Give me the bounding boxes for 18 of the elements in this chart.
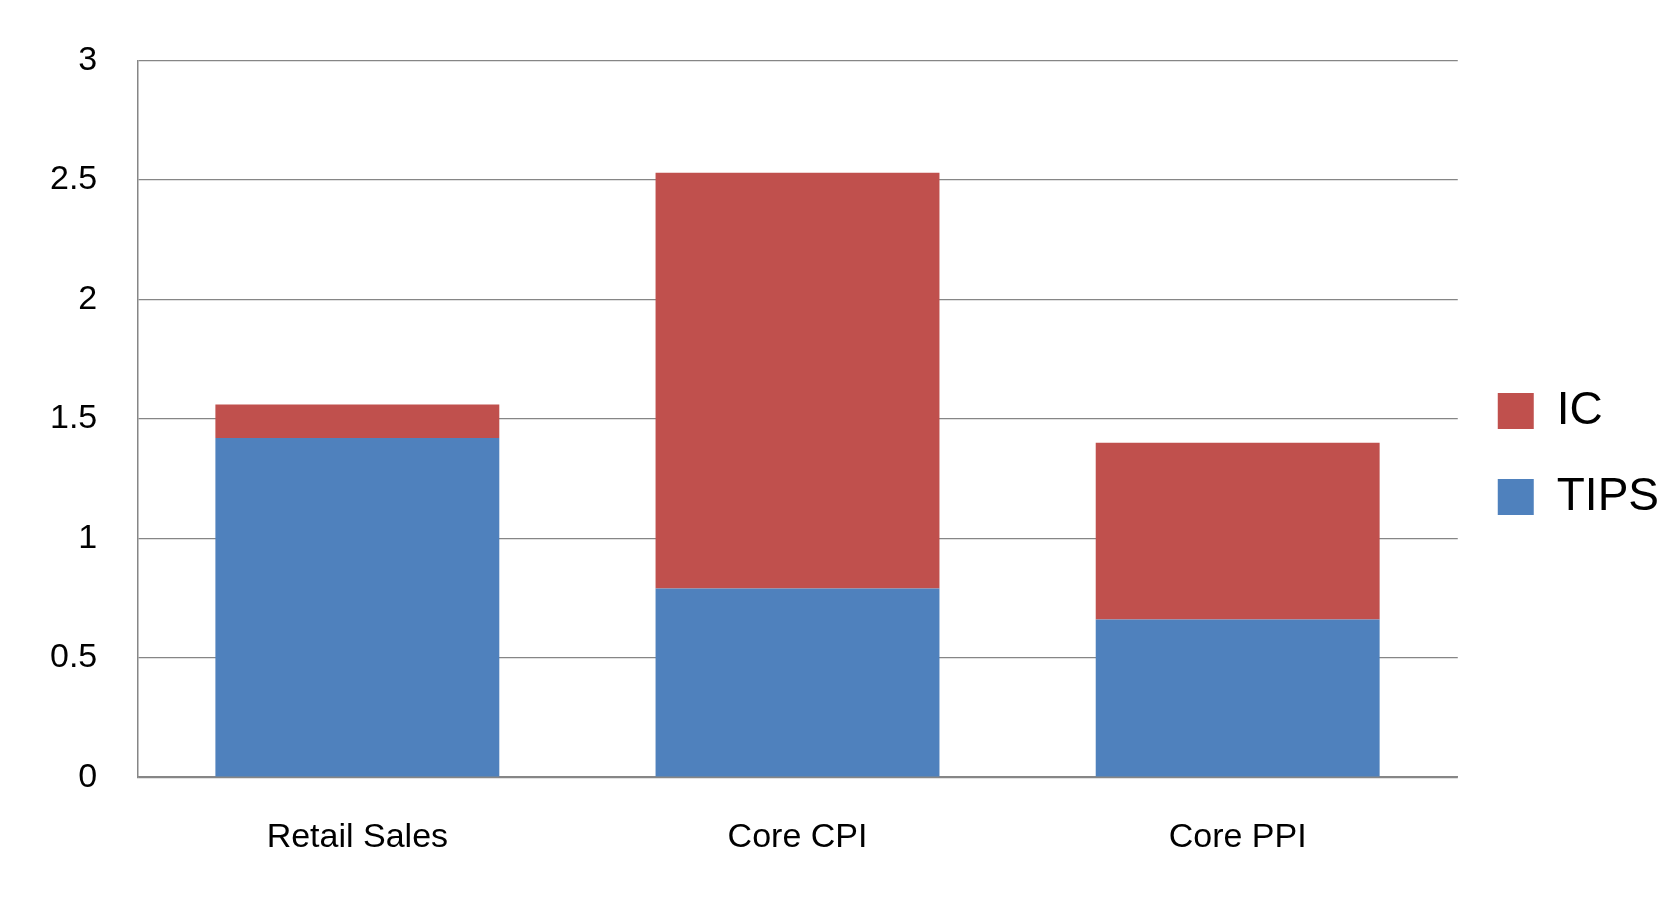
- y-tick-label: 1: [78, 516, 98, 555]
- y-tick-label: 0: [78, 755, 98, 794]
- x-tick-label: Core CPI: [727, 815, 868, 854]
- y-tick-label: 3: [78, 38, 98, 77]
- legend-label: IC: [1556, 381, 1603, 434]
- bar: [1095, 442, 1380, 620]
- y-tick-label: 2.5: [50, 158, 98, 197]
- y-tick-label: 2: [78, 277, 98, 316]
- legend-label: TIPS: [1556, 467, 1660, 520]
- x-tick-label: Retail Sales: [266, 815, 449, 854]
- bar: [1095, 619, 1380, 777]
- bar: [655, 588, 940, 777]
- bar: [655, 172, 940, 589]
- x-tick-label: Core PPI: [1168, 815, 1307, 854]
- bar: [215, 437, 500, 777]
- y-tick-label: 1.5: [50, 397, 98, 436]
- bar: [215, 404, 500, 438]
- y-tick-label: 0.5: [50, 636, 98, 675]
